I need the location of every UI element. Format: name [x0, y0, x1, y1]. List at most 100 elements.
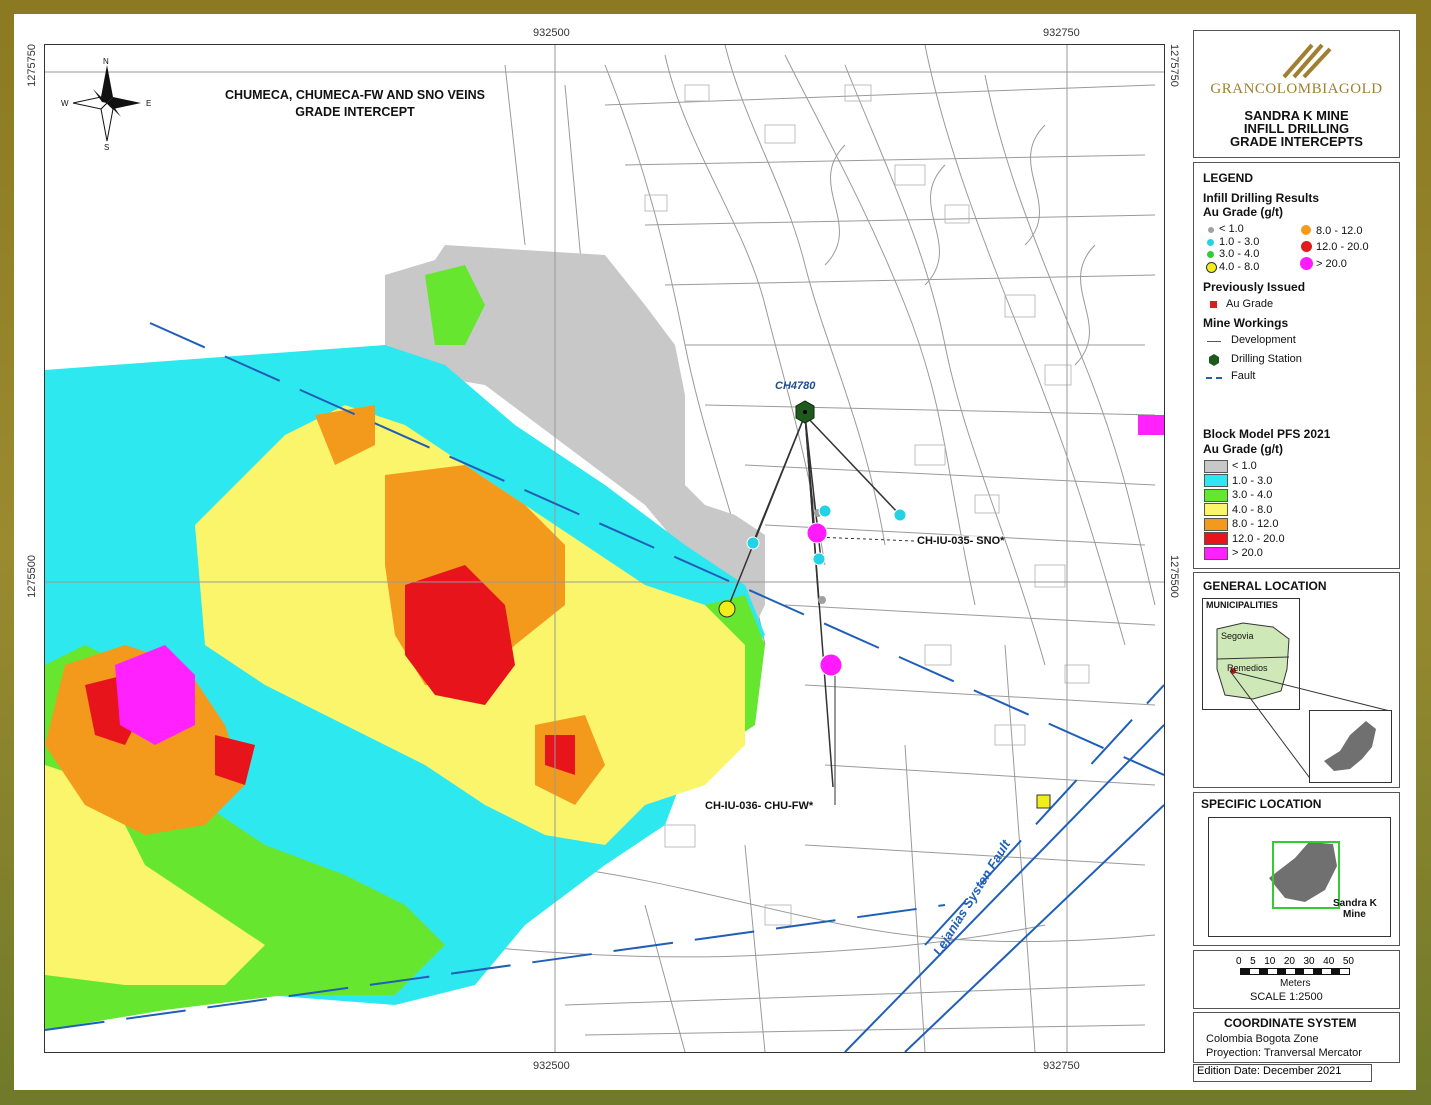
- map-canvas[interactable]: N S W E CHUMECA, CHUMECA-FW AND SNO VEIN…: [44, 44, 1165, 1053]
- block-swatch-5: [1204, 532, 1228, 545]
- scale-panel: 0 5 10 20 30 40 50 Meters SCALE 1:2500: [1193, 950, 1400, 1009]
- infill-label-3: 4.0 - 8.0: [1219, 261, 1260, 273]
- specific-location-panel: SPECIFIC LOCATION Sandra K Mine: [1193, 792, 1400, 946]
- infill-dot-5: [1301, 241, 1312, 252]
- callout-sno: CH-IU-035- SNO*: [917, 535, 1005, 547]
- coord-right-y1: 1275750: [1168, 44, 1180, 87]
- block-label-1: 1.0 - 3.0: [1232, 475, 1273, 487]
- north-w: W: [61, 99, 69, 108]
- coordsys-title: COORDINATE SYSTEM: [1224, 1016, 1357, 1030]
- callout-chu-fw: CH-IU-036- CHU-FW*: [705, 800, 814, 812]
- general-title: GENERAL LOCATION: [1203, 579, 1327, 593]
- scale-tick: 20: [1283, 956, 1295, 967]
- block-label-4: 8.0 - 12.0: [1232, 518, 1279, 530]
- block-label-5: 12.0 - 20.0: [1232, 533, 1285, 545]
- workings-label-0: Development: [1231, 334, 1296, 346]
- block-label-3: 4.0 - 8.0: [1232, 504, 1273, 516]
- coord-top-x1: 932500: [533, 27, 570, 39]
- infill-sub: Au Grade (g/t): [1203, 205, 1283, 219]
- drilling-station-legend-icon: [1209, 354, 1219, 366]
- company-logo-icon: [1282, 43, 1332, 79]
- block-lt1: [385, 245, 765, 645]
- scale-tick: 0: [1236, 956, 1242, 967]
- block-swatch-4: [1204, 518, 1228, 531]
- municipalities-map-icon: [1216, 622, 1290, 700]
- specific-title: SPECIFIC LOCATION: [1201, 797, 1322, 811]
- remedios-label: Remedios: [1227, 663, 1268, 673]
- block-title: Block Model PFS 2021: [1203, 427, 1331, 441]
- infill-title: Infill Drilling Results: [1203, 191, 1320, 205]
- coordinate-grid: [45, 45, 1164, 1052]
- sandra-k-label-2: Mine: [1343, 909, 1366, 920]
- map-title-line2: GRADE INTERCEPT: [295, 105, 415, 119]
- fault-lines: [45, 322, 1164, 1031]
- infill-dot-2: [1207, 251, 1214, 258]
- infill-label-4: 8.0 - 12.0: [1316, 225, 1363, 237]
- scale-tick: 5: [1250, 956, 1256, 967]
- development-line-icon: [1207, 341, 1221, 342]
- company-name: GRANCOLOMBIAGOLD: [1210, 81, 1383, 97]
- specific-inset: Sandra K Mine: [1208, 817, 1391, 937]
- coordinate-system-panel: COORDINATE SYSTEM Colombia Bogota Zone P…: [1193, 1012, 1400, 1063]
- scale-tick-labels: 0 5 10 20 30 40 50: [1236, 956, 1354, 967]
- zoom-inset: [1309, 710, 1392, 783]
- scale-text: SCALE 1:2500: [1250, 991, 1323, 1003]
- block-label-2: 3.0 - 4.0: [1232, 489, 1273, 501]
- block-label-0: < 1.0: [1232, 460, 1257, 472]
- workings-label-1: Drilling Station: [1231, 353, 1302, 365]
- municipalities-title: MUNICIPALITIES: [1206, 600, 1278, 610]
- coordsys-line1: Colombia Bogota Zone: [1206, 1033, 1319, 1045]
- legend-panel: LEGEND Infill Drilling Results Au Grade …: [1193, 162, 1400, 569]
- station-label: CH4780: [775, 380, 816, 392]
- north-e: E: [146, 99, 152, 108]
- prev-title: Previously Issued: [1203, 280, 1306, 294]
- map-graphics: [45, 45, 1164, 1052]
- block-swatch-6: [1204, 547, 1228, 560]
- workings-title: Mine Workings: [1203, 316, 1289, 330]
- scale-bar: [1240, 968, 1350, 975]
- scale-tick: 30: [1303, 956, 1315, 967]
- infill-label-6: > 20.0: [1316, 258, 1347, 270]
- scale-tick: 50: [1342, 956, 1354, 967]
- block-swatch-2: [1204, 489, 1228, 502]
- edition-date: Edition Date: December 2021: [1193, 1064, 1372, 1082]
- scale-tick: 40: [1323, 956, 1335, 967]
- coord-left-y1: 1275750: [26, 44, 38, 87]
- block-gt20: [115, 645, 195, 745]
- title-panel: GRANCOLOMBIAGOLD SANDRA K MINE INFILL DR…: [1193, 30, 1400, 158]
- prev-au-label: Au Grade: [1226, 298, 1274, 310]
- infill-dot-4: [1301, 225, 1311, 235]
- block-swatch-1: [1204, 474, 1228, 487]
- mine-outline-icon: [1324, 721, 1376, 771]
- block-swatch-0: [1204, 460, 1228, 473]
- map-title-line1: CHUMECA, CHUMECA-FW AND SNO VEINS: [225, 88, 485, 102]
- locator-lines: [1229, 670, 1391, 782]
- coord-top-x2: 932750: [1043, 27, 1080, 39]
- infill-label-0: < 1.0: [1219, 223, 1244, 235]
- scale-tick: 10: [1264, 956, 1276, 967]
- workings-label-2: Fault: [1231, 370, 1256, 382]
- scale-unit: Meters: [1280, 978, 1311, 989]
- coord-right-y2: 1275500: [1168, 555, 1180, 598]
- segovia-label: Segovia: [1221, 631, 1254, 641]
- report-title-line2: INFILL DRILLING: [1243, 121, 1350, 136]
- north-n: N: [103, 57, 109, 66]
- report-title-line3: GRADE INTERCEPTS: [1230, 134, 1363, 149]
- prev-au-swatch: [1210, 301, 1217, 308]
- legend-title: LEGEND: [1203, 171, 1254, 185]
- north-arrow-icon: [72, 65, 141, 142]
- report-title-line1: SANDRA K MINE: [1244, 108, 1349, 123]
- map-title: CHUMECA, CHUMECA-FW AND SNO VEINS GRADE …: [205, 87, 505, 121]
- specific-map-icon: [1269, 841, 1340, 909]
- infill-dot-0: [1208, 227, 1214, 233]
- north-s: S: [104, 143, 110, 152]
- infill-label-1: 1.0 - 3.0: [1219, 236, 1260, 248]
- block-sub: Au Grade (g/t): [1203, 442, 1283, 456]
- block-12to20: [405, 565, 515, 705]
- general-location-panel: GENERAL LOCATION MUNICIPALITIES Segovia …: [1193, 572, 1400, 788]
- infill-dot-1: [1207, 239, 1214, 246]
- intercept-points: [718, 504, 1051, 809]
- block-swatch-3: [1204, 503, 1228, 516]
- fault-line-icon: [1206, 377, 1222, 379]
- coord-bottom-x2: 932750: [1043, 1060, 1080, 1072]
